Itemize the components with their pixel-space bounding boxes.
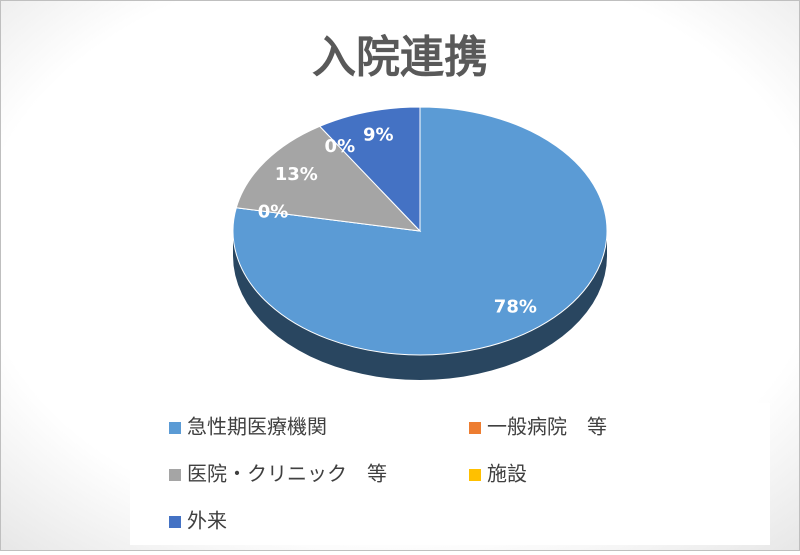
slice <box>235 125 422 232</box>
legend-label: 一般病院 等 <box>487 415 607 439</box>
legend-label: 医院・クリニック 等 <box>187 462 387 486</box>
data-label: 13% <box>275 164 318 185</box>
legend-swatch <box>169 469 181 481</box>
legend-label: 急性期医療機関 <box>187 415 327 439</box>
data-label: 0% <box>325 136 356 157</box>
chart-title: 入院連携 <box>312 32 488 83</box>
legend-swatch <box>169 422 181 434</box>
legend-label: 外来 <box>187 509 227 533</box>
slice <box>318 106 421 233</box>
data-label: 9% <box>363 125 394 146</box>
data-label: 78% <box>494 296 537 317</box>
legend-swatch <box>469 422 481 434</box>
legend-box <box>130 403 770 545</box>
data-label: 0% <box>258 201 289 222</box>
legend-swatch <box>469 469 481 481</box>
legend-label: 施設 <box>487 462 527 486</box>
slice-side <box>233 231 607 380</box>
legend-swatch <box>169 516 181 528</box>
